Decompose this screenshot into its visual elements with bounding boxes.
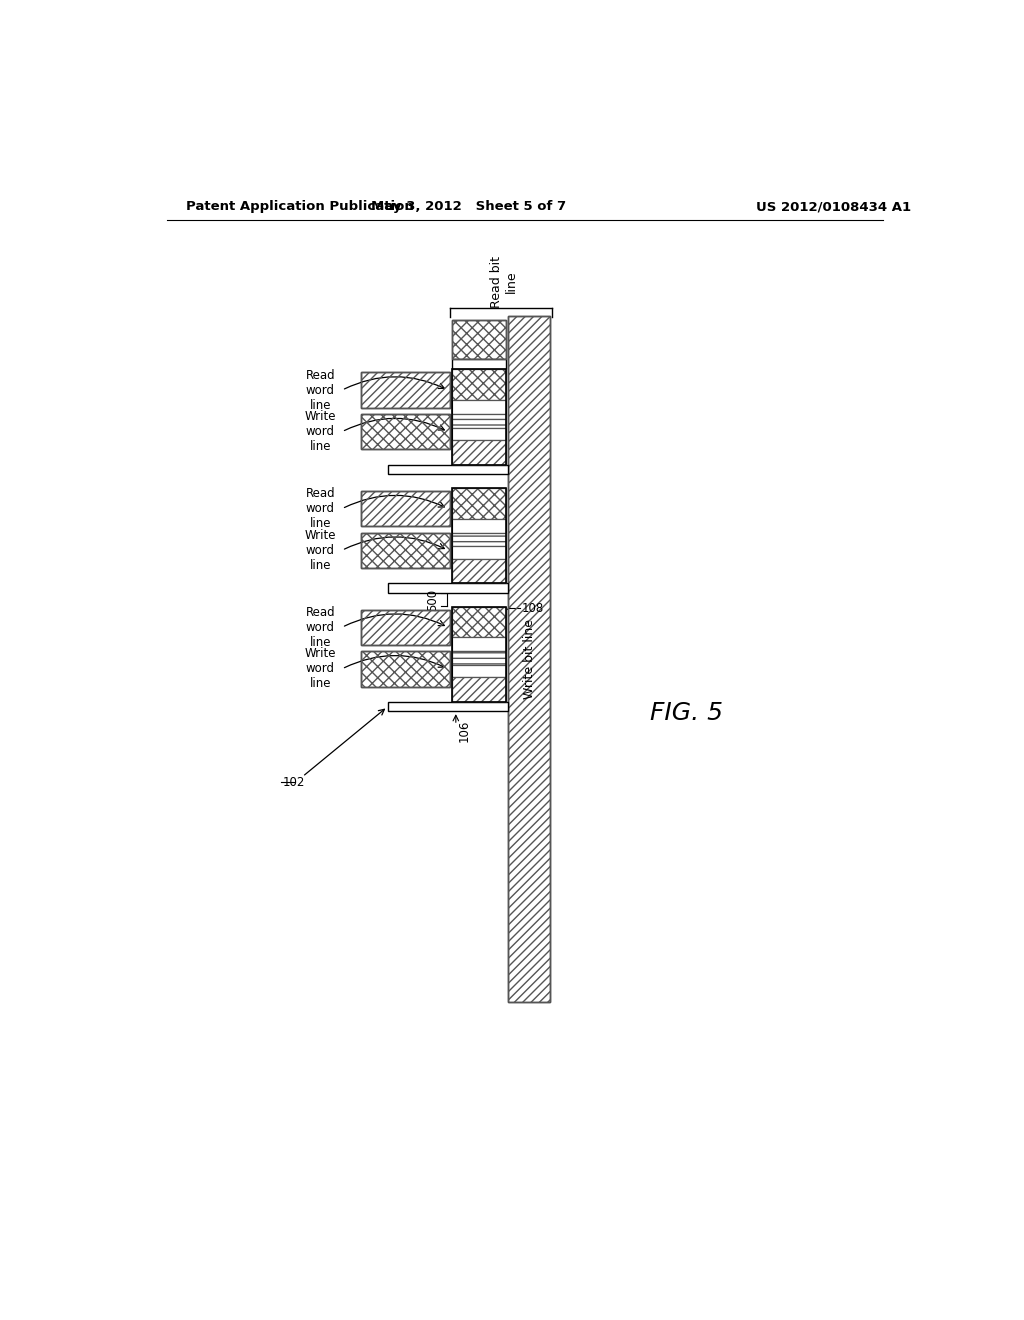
Bar (452, 321, 506, 359)
Bar (452, 519, 506, 533)
Text: 108: 108 (521, 602, 544, 615)
Bar (452, 359, 506, 370)
Bar (388, 583, 508, 593)
Bar (452, 532, 506, 546)
Bar (452, 651, 506, 665)
Bar (452, 441, 506, 465)
Bar (452, 370, 506, 400)
Bar (388, 702, 508, 711)
Bar (360, 372, 450, 408)
Bar (452, 677, 506, 702)
Bar (452, 558, 506, 583)
Bar (452, 546, 506, 558)
Text: 106: 106 (458, 719, 471, 742)
Bar (360, 372, 450, 408)
Bar (360, 491, 450, 527)
Bar (508, 317, 550, 1002)
Bar (452, 607, 506, 702)
Bar (508, 317, 550, 1002)
Bar (360, 610, 450, 645)
Bar (388, 465, 508, 474)
Text: Read
word
line: Read word line (305, 368, 335, 412)
Text: Patent Application Publication: Patent Application Publication (186, 201, 414, 214)
Text: Read
word
line: Read word line (305, 606, 335, 649)
Bar (452, 638, 506, 651)
Bar (452, 441, 506, 465)
Text: Read
word
line: Read word line (305, 487, 335, 531)
Bar (452, 607, 506, 638)
Bar (452, 321, 506, 359)
Text: Write bit line: Write bit line (522, 619, 536, 698)
Bar (452, 607, 506, 638)
Bar (452, 414, 506, 428)
Bar (452, 488, 506, 519)
Text: 500: 500 (427, 589, 439, 611)
Bar (452, 532, 506, 546)
Text: Read bit
line: Read bit line (490, 256, 518, 308)
Bar (452, 370, 506, 400)
Bar (360, 414, 450, 449)
Bar (452, 488, 506, 583)
Text: 102: 102 (283, 776, 305, 788)
Text: Write
word
line: Write word line (304, 647, 336, 690)
Text: Write
word
line: Write word line (304, 411, 336, 453)
Text: Write
word
line: Write word line (304, 529, 336, 572)
Text: May 3, 2012   Sheet 5 of 7: May 3, 2012 Sheet 5 of 7 (372, 201, 566, 214)
Bar (452, 370, 506, 465)
Bar (452, 558, 506, 583)
Bar (360, 533, 450, 568)
Bar (360, 610, 450, 645)
Bar (452, 651, 506, 665)
Text: US 2012/0108434 A1: US 2012/0108434 A1 (756, 201, 911, 214)
Bar (452, 488, 506, 519)
Bar (360, 414, 450, 449)
Bar (452, 400, 506, 414)
Bar (452, 665, 506, 677)
Bar (360, 533, 450, 568)
Bar (452, 428, 506, 441)
Bar (452, 414, 506, 428)
Bar (360, 651, 450, 686)
Bar (452, 677, 506, 702)
Text: FIG. 5: FIG. 5 (649, 701, 723, 725)
Bar (360, 491, 450, 527)
Bar (360, 651, 450, 686)
